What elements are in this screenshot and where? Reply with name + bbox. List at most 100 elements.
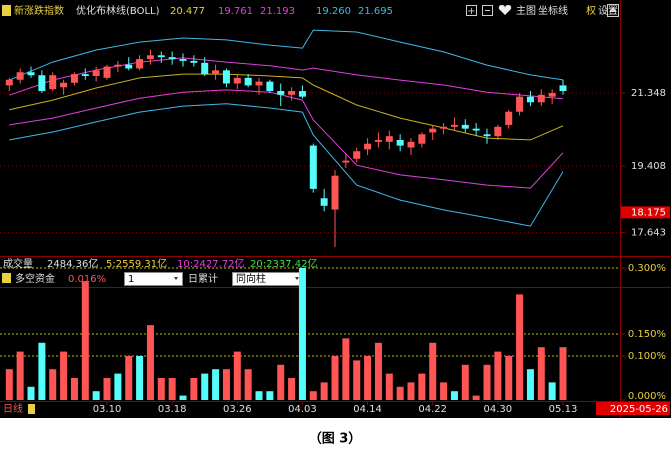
candle-body: [364, 143, 372, 150]
band-line: [9, 89, 564, 189]
toolbar-button[interactable]: 设置: [598, 5, 618, 17]
bar: [418, 373, 426, 400]
y-tick-label: 17.643: [631, 227, 666, 238]
candle-body: [483, 134, 491, 137]
candle-body: [385, 136, 393, 142]
y-tick-label: 0.100%: [628, 351, 666, 362]
candle-body: [288, 91, 296, 95]
bar: [331, 356, 339, 400]
candle-body: [146, 55, 154, 60]
band-line: [9, 29, 564, 81]
collapse[interactable]: [607, 4, 619, 17]
candle-body: [222, 70, 230, 84]
candle-body: [27, 72, 35, 76]
candle-body: [168, 57, 176, 60]
candle-body: [114, 64, 122, 67]
candle-body: [516, 96, 524, 112]
date: 2025-05-26: [610, 404, 668, 415]
bar: [179, 395, 187, 400]
candle-body: [331, 175, 339, 210]
candle-body: [179, 59, 187, 61]
bar: [168, 378, 176, 400]
period-icon: [28, 404, 35, 414]
candle-body: [81, 74, 89, 76]
y-tick-label: 0.000%: [628, 391, 666, 402]
zoom-in[interactable]: [466, 5, 477, 16]
candle-body: [353, 151, 361, 159]
indicator-value: 21.695: [358, 6, 393, 17]
candle-body: [407, 141, 415, 148]
collapse-icon: [609, 7, 617, 12]
indicator-name: 优化布林线(BOLL): [76, 4, 160, 17]
select-text[interactable]: 日累计: [188, 272, 218, 285]
candle-body: [472, 128, 480, 131]
date-box: [596, 402, 670, 415]
index-name: 新涨跌指数: [14, 4, 64, 17]
volume-value: 2484.36亿: [47, 257, 98, 270]
candle-body: [505, 111, 513, 125]
icon: [2, 5, 11, 16]
candle-body: [70, 74, 78, 83]
zoom-out[interactable]: [482, 5, 493, 16]
bar: [49, 369, 57, 400]
candle-body: [255, 81, 263, 86]
bar: [516, 294, 524, 400]
candle-body: [461, 124, 469, 129]
bar: [60, 351, 68, 400]
volume-value: 5:2559.31亿: [106, 257, 167, 270]
bar: [353, 360, 361, 400]
candle-body: [277, 91, 285, 95]
bar: [5, 369, 13, 400]
bar: [494, 351, 502, 400]
bar: [407, 382, 415, 400]
last-price-box: [621, 206, 670, 219]
candle-body: [396, 139, 404, 146]
candle-body: [494, 126, 502, 137]
candle-body: [16, 72, 24, 80]
bar: [526, 369, 534, 400]
bar: [374, 342, 382, 400]
bar: [461, 364, 469, 400]
indicator-value: 19.260: [316, 6, 351, 17]
candle-body: [5, 79, 13, 86]
candle-body: [92, 70, 100, 76]
bar: [440, 382, 448, 400]
caption: （图 3）: [309, 431, 362, 447]
bar: [483, 364, 491, 400]
bar: [364, 356, 372, 400]
candle-body: [157, 55, 165, 58]
toolbar-button[interactable]: 主图: [516, 5, 536, 17]
indicator-value: 20.477: [170, 6, 205, 17]
help-icon[interactable]: [2, 273, 11, 283]
bar: [157, 378, 165, 400]
candle-body: [60, 82, 68, 88]
toolbar-button[interactable]: 坐标线: [538, 4, 568, 17]
bar: [92, 391, 100, 400]
x-tick-label: 04.14: [353, 404, 382, 415]
x-tick-label: 05.13: [549, 404, 578, 415]
favorite[interactable]: [498, 5, 512, 15]
candle-body: [440, 126, 448, 129]
candle-body: [201, 62, 209, 75]
toolbar-button[interactable]: 权: [586, 4, 596, 17]
bar: [233, 351, 241, 400]
volume-value: 20:2337.42亿: [250, 257, 317, 270]
candle-body: [212, 70, 220, 75]
candle-body: [309, 145, 317, 189]
bar: [136, 356, 144, 400]
x-tick-label: 04.30: [484, 404, 513, 415]
bar: [244, 369, 252, 400]
candle-body: [548, 92, 556, 97]
select-text[interactable]: 1: [128, 274, 134, 285]
x-tick-label: 03.10: [93, 404, 122, 415]
candle-body: [342, 160, 350, 163]
bar: [103, 378, 111, 400]
bar: [277, 364, 285, 400]
select[interactable]: [124, 272, 183, 286]
last-price: 18.175: [631, 207, 666, 218]
select-text[interactable]: 同向柱: [236, 272, 266, 285]
band-line: [9, 73, 564, 141]
toolbar-icons[interactable]: +: [466, 4, 619, 18]
bar: [201, 373, 209, 400]
